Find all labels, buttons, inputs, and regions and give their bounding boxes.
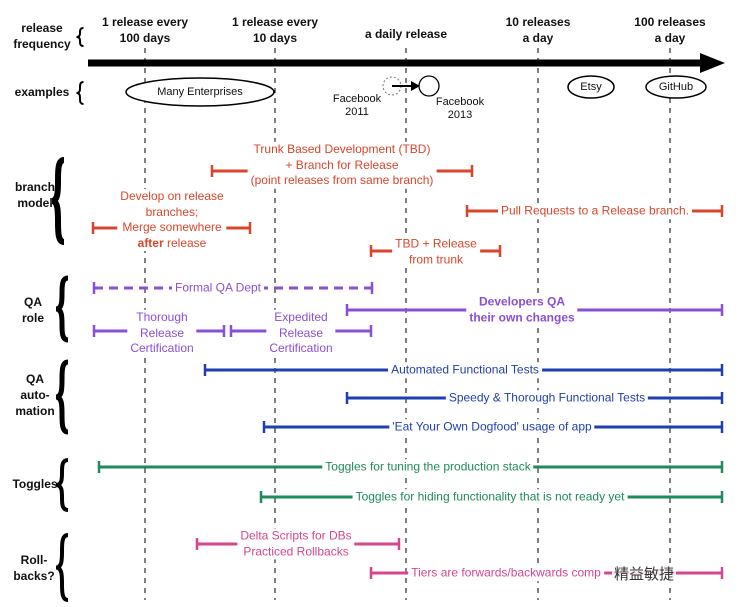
row-label-rollbacks: Roll-backs? bbox=[13, 553, 55, 583]
span-trunk-based-development-tbd-label: Trunk Based Development (TBD) + Branch fo… bbox=[247, 141, 437, 189]
row-label-toggles: Toggles bbox=[12, 477, 58, 491]
enterprises-ellipse bbox=[125, 77, 275, 107]
row-label-qa-role: QA role bbox=[21, 295, 45, 325]
toggles-brace-icon bbox=[55, 458, 69, 512]
branch-model-brace-icon bbox=[50, 157, 66, 245]
rollbacks-brace-icon bbox=[55, 533, 69, 602]
qa-automation-brace-icon bbox=[55, 359, 69, 435]
etsy-ellipse bbox=[567, 75, 615, 99]
span-expedited-label: Expedited Release Certification bbox=[266, 309, 336, 357]
facebook-arrowhead-icon bbox=[411, 81, 420, 91]
span-develop-on-release-label: Develop on release branches; Merge somewhe… bbox=[117, 189, 227, 251]
frequency-label: 10 releases a day bbox=[505, 15, 571, 45]
example-many-enterprises: Many Enterprises bbox=[157, 86, 243, 98]
frequency-label: 100 releases a day bbox=[634, 15, 706, 45]
span--eat-your-own-dogfood-usage-of-app-label: 'Eat Your Own Dogfood' usage of app bbox=[389, 419, 595, 435]
github-ellipse bbox=[645, 75, 707, 99]
row-label-branch-model: branch model bbox=[14, 180, 56, 210]
span-tiers-are-forwards-backwards-comp-label: Tiers are forwards/backwards comp bbox=[408, 565, 604, 581]
example-etsy: Etsy bbox=[580, 81, 602, 93]
examples-brace-icon bbox=[76, 81, 84, 105]
frequency-label: 1 release every 100 days bbox=[101, 15, 189, 45]
row-label-release-frequency: release frequency bbox=[13, 21, 71, 51]
span-developers-qa-label: Developers QA their own changes bbox=[466, 294, 578, 326]
facebook-2013-circle bbox=[418, 75, 440, 97]
release-frequency-brace-icon bbox=[76, 27, 84, 47]
row-label-examples: examples bbox=[14, 85, 70, 99]
timeline-arrowhead bbox=[700, 53, 725, 73]
example-facebook-2011: Facebook 2011 bbox=[332, 93, 382, 118]
span-toggles-for-hiding-functionality-that-is-not-ready-yet-label: Toggles for hiding functionality that is… bbox=[352, 489, 628, 505]
span-toggles-for-tuning-the-production-stack-label: Toggles for tuning the production stack bbox=[322, 459, 534, 475]
frequency-label: a daily release bbox=[364, 27, 448, 41]
span-speedy-thorough-functional-tests-label: Speedy & Thorough Functional Tests bbox=[445, 390, 649, 406]
span-automated-functional-tests-label: Automated Functional Tests bbox=[388, 362, 542, 378]
span-thorough-label: Thorough Release Certification bbox=[127, 309, 197, 357]
frequency-label: 1 release every 10 days bbox=[231, 15, 319, 45]
qa-role-brace-icon bbox=[55, 275, 69, 343]
row-label-qa-automation: QA auto-mation bbox=[15, 372, 55, 418]
example-facebook-2013: Facebook 2013 bbox=[435, 96, 485, 121]
span-formal-qa-dept-label: Formal QA Dept bbox=[171, 280, 265, 296]
span-delta-scripts-for-dbs-label: Delta Scripts for DBs Practiced Rollbacks bbox=[237, 528, 355, 560]
span-tbd-release-label: TBD + Release from trunk bbox=[392, 236, 480, 268]
watermark: 精益敏捷 bbox=[612, 563, 677, 584]
span-pull-requests-to-a-release-branch-label: Pull Requests to a Release branch. bbox=[497, 203, 693, 219]
example-github: GitHub bbox=[658, 81, 694, 93]
